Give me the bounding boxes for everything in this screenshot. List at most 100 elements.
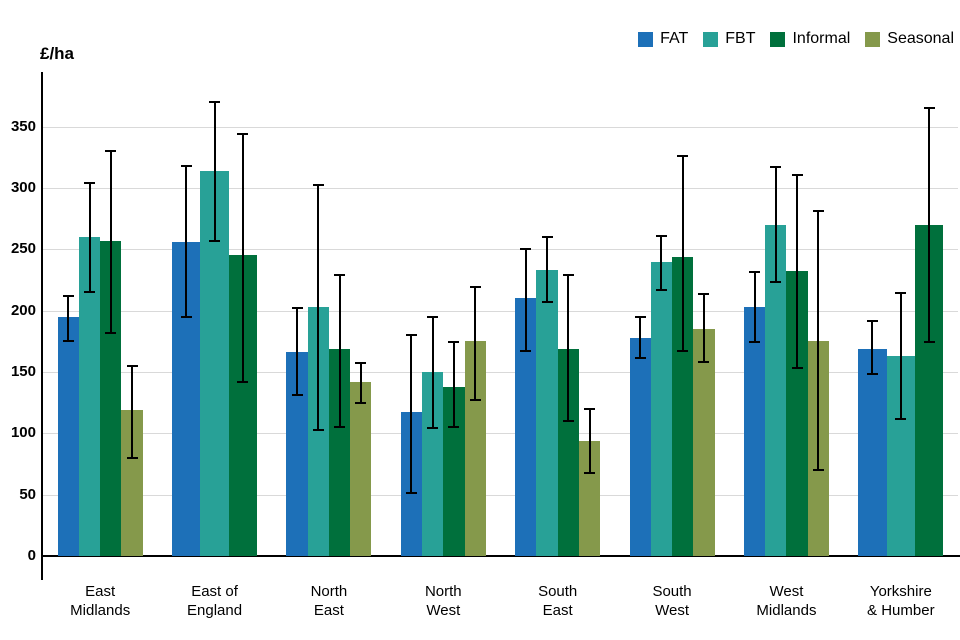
legend-swatch-informal xyxy=(770,31,786,47)
error-bar-cap-bottom xyxy=(62,340,74,343)
legend-item-seasonal: Seasonal xyxy=(865,30,954,48)
error-bar-line xyxy=(817,209,820,471)
legend-item-fbt: FBT xyxy=(703,30,755,48)
bar-seasonal-2 xyxy=(350,381,372,556)
y-tick-label: 150 xyxy=(10,362,36,380)
bar-fat-4 xyxy=(515,298,537,556)
y-tick-label: 200 xyxy=(10,301,36,319)
gridline xyxy=(43,187,958,189)
error-bar-cap-top xyxy=(895,292,907,295)
bar-informal-6 xyxy=(786,271,808,556)
error-bar-cap-top xyxy=(312,184,324,187)
error-bar-line xyxy=(431,315,434,429)
error-bar-cap-top xyxy=(126,364,138,367)
error-bar-cap-bottom xyxy=(812,469,824,472)
error-bar-cap-bottom xyxy=(209,239,221,242)
error-bar-line xyxy=(871,320,874,375)
y-axis-line xyxy=(41,72,43,580)
error-bar-cap-bottom xyxy=(334,426,346,429)
error-bar-line xyxy=(185,164,188,317)
bar-fbt-0 xyxy=(78,236,101,556)
error-bar-cap-top xyxy=(427,315,439,318)
bar-informal-3 xyxy=(443,386,465,556)
error-bar-cap-top xyxy=(677,154,689,157)
y-tick-label: 0 xyxy=(27,547,36,564)
error-bar-cap-top xyxy=(791,174,803,177)
x-axis-label: Yorkshire & Humber xyxy=(867,583,935,619)
gridline xyxy=(43,433,958,435)
error-bar-cap-bottom xyxy=(448,426,460,429)
bar-informal-2 xyxy=(328,348,351,556)
error-bar-line xyxy=(296,306,299,396)
legend-swatch-fat xyxy=(638,31,654,47)
error-bar-cap-bottom xyxy=(866,373,878,376)
error-bar-cap-bottom xyxy=(749,341,761,344)
bar-fbt-6 xyxy=(765,224,787,556)
error-bar-cap-bottom xyxy=(237,380,249,383)
error-bar-line xyxy=(588,407,591,473)
error-bar-cap-top xyxy=(770,165,782,168)
legend-label: Informal xyxy=(792,30,851,47)
y-axis-title: £/ha xyxy=(40,44,75,63)
error-bar-cap-bottom xyxy=(895,417,907,420)
gridline xyxy=(43,310,958,312)
error-bar-line xyxy=(681,154,684,352)
error-bar-cap-top xyxy=(520,248,532,250)
error-bar-cap-top xyxy=(655,234,667,237)
bar-fbt-3 xyxy=(422,371,444,556)
error-bar-cap-top xyxy=(180,164,192,167)
error-bar-cap-top xyxy=(634,315,646,318)
error-bar-line xyxy=(410,333,413,494)
error-bar-cap-top xyxy=(469,286,481,289)
bar-fat-6 xyxy=(743,306,766,556)
error-bar-cap-top xyxy=(355,362,367,365)
error-bar-line xyxy=(753,271,756,343)
error-bar-cap-bottom xyxy=(355,401,367,404)
error-bar-cap-bottom xyxy=(84,291,96,294)
bar-fat-2 xyxy=(286,352,308,556)
error-bar-cap-bottom xyxy=(634,357,646,360)
error-bar-line xyxy=(928,106,931,343)
bar-fat-5 xyxy=(629,337,651,556)
error-bar-line xyxy=(109,149,112,333)
x-axis-label: East Midlands xyxy=(70,583,131,619)
x-axis-label: South West xyxy=(652,583,692,619)
legend-item-informal: Informal xyxy=(770,30,850,48)
error-bar-cap-bottom xyxy=(562,420,574,423)
error-bar-cap-bottom xyxy=(291,394,303,397)
error-bar-cap-top xyxy=(334,273,346,276)
error-bar-cap-bottom xyxy=(520,350,532,353)
error-bar-cap-top xyxy=(562,273,574,276)
gridline xyxy=(43,126,958,128)
error-bar-cap-top xyxy=(105,149,117,152)
bar-fbt-5 xyxy=(650,261,673,556)
plot-area xyxy=(43,75,958,556)
error-bar-cap-bottom xyxy=(584,471,596,474)
error-bar-line xyxy=(774,165,777,283)
error-bar-line xyxy=(67,294,70,342)
x-axis-label: West Midlands xyxy=(756,583,817,619)
error-bar-line xyxy=(452,341,455,428)
error-bar-line xyxy=(88,181,91,293)
error-bar-line xyxy=(546,235,549,302)
error-bar-cap-top xyxy=(209,100,221,103)
error-bar-cap-bottom xyxy=(105,331,117,334)
y-tick-label: 100 xyxy=(10,424,36,442)
error-bar-line xyxy=(474,286,477,401)
error-bar-line xyxy=(317,184,320,430)
error-bar-cap-bottom xyxy=(405,492,417,495)
legend-swatch-seasonal xyxy=(865,31,881,47)
error-bar-cap-top xyxy=(291,306,303,309)
error-bar-line xyxy=(359,362,362,403)
legend-label: FAT xyxy=(660,30,689,47)
error-bar-cap-bottom xyxy=(126,456,138,459)
error-bar-line xyxy=(796,174,799,369)
error-bar-cap-top xyxy=(62,294,74,297)
error-bar-cap-top xyxy=(812,209,824,212)
error-bar-cap-top xyxy=(541,235,553,238)
error-bar-cap-bottom xyxy=(923,341,935,344)
error-bar-cap-bottom xyxy=(541,301,553,303)
error-bar-line xyxy=(524,248,527,352)
legend-label: FBT xyxy=(725,30,756,47)
error-bar-line xyxy=(639,315,642,359)
